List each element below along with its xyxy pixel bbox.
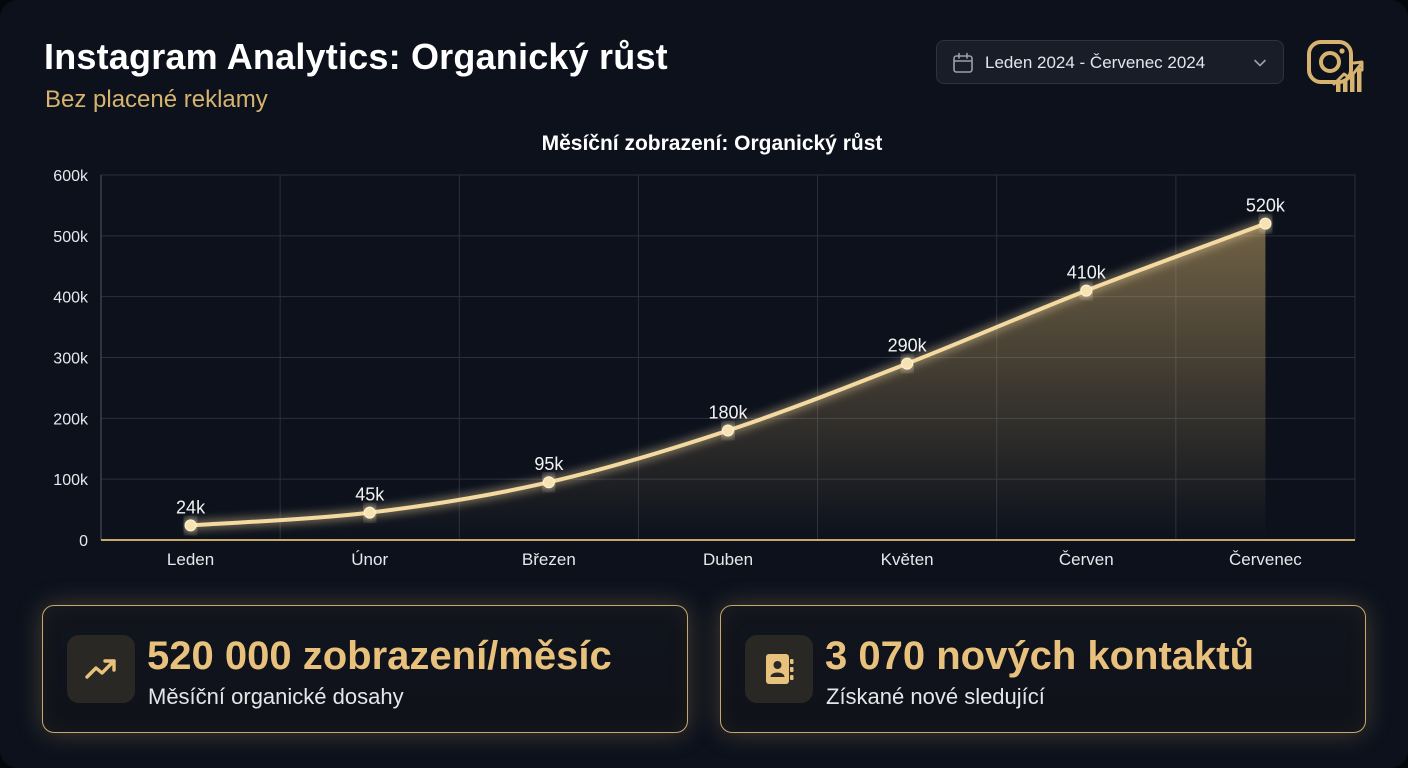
x-tick-label: Leden <box>167 550 214 569</box>
x-tick-label: Červenec <box>1229 550 1302 569</box>
data-point <box>1080 284 1093 297</box>
x-tick-label: Květen <box>881 550 934 569</box>
data-point <box>722 424 734 437</box>
instagram-growth-icon <box>1307 40 1364 92</box>
stat-value: 520 000 zobrazení/měsíc <box>147 634 612 678</box>
stat-label: Měsíční organické dosahy <box>148 684 404 709</box>
x-tick-label: Červen <box>1059 550 1114 569</box>
data-point <box>1259 217 1272 230</box>
y-tick-label: 100k <box>53 472 89 489</box>
y-tick-label: 200k <box>53 411 89 428</box>
stat-value: 3 070 nových kontaktů <box>825 634 1255 678</box>
y-tick-label: 500k <box>53 229 89 246</box>
page-title: Instagram Analytics: Organický růst <box>44 36 668 77</box>
data-label: 410k <box>1067 263 1107 283</box>
page-subtitle: Bez placené reklamy <box>45 86 268 113</box>
impressions-chart: Měsíční zobrazení: Organický růst 0 100k 2… <box>53 132 1356 569</box>
x-tick-label: Únor <box>351 550 388 569</box>
data-label: 45k <box>355 485 385 505</box>
data-point <box>901 357 914 370</box>
data-label: 290k <box>888 336 928 356</box>
stat-label: Získané nové sledující <box>826 684 1045 709</box>
y-tick-label: 0 <box>79 533 88 550</box>
series-area-fill <box>190 223 1266 540</box>
y-tick-label: 300k <box>53 351 89 368</box>
data-label: 95k <box>534 454 564 474</box>
stat-card-contacts: 3 070 nových kontaktů Získané nové sledu… <box>720 605 1366 733</box>
data-label: 24k <box>176 497 206 517</box>
stat-card-impressions: 520 000 zobrazení/měsíc Měsíční organick… <box>42 605 688 733</box>
date-range-text: Leden 2024 - Červenec 2024 <box>985 53 1206 72</box>
data-label: 180k <box>708 403 748 423</box>
x-tick-label: Březen <box>522 550 576 569</box>
contact-book-icon <box>745 635 813 703</box>
data-label: 520k <box>1246 196 1286 216</box>
x-tick-label: Duben <box>703 550 753 569</box>
y-tick-label: 600k <box>53 168 89 185</box>
data-point <box>542 476 555 489</box>
data-point <box>184 519 197 532</box>
data-point <box>363 506 376 519</box>
trending-up-icon <box>67 635 135 703</box>
chart-title: Měsíční zobrazení: Organický růst <box>542 132 883 155</box>
chevron-down-icon <box>1254 59 1266 67</box>
y-tick-label: 400k <box>53 290 89 307</box>
calendar-icon <box>953 52 973 73</box>
date-range-picker[interactable]: Leden 2024 - Červenec 2024 <box>936 40 1284 84</box>
